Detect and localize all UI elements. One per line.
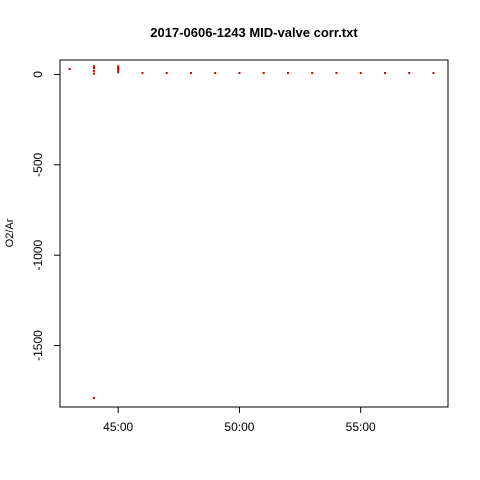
y-axis: 0 -500 -1000 -1500 (31, 71, 60, 361)
data-point (117, 65, 120, 68)
data-point (189, 72, 192, 75)
data-point (92, 69, 95, 72)
x-tick-label: 55:00 (346, 420, 376, 434)
y-tick-label: -1500 (31, 330, 45, 361)
data-point (238, 72, 241, 75)
data-points (68, 65, 435, 399)
data-point (117, 69, 120, 72)
data-point (68, 68, 71, 71)
y-tick-label: 0 (31, 71, 45, 78)
data-point (214, 72, 217, 75)
data-point (408, 72, 411, 75)
data-point (262, 72, 265, 75)
x-tick-label: 50:00 (224, 420, 254, 434)
x-tick-label: 45:00 (103, 420, 133, 434)
data-point (335, 72, 338, 75)
y-axis-label: O2/Ar (4, 218, 16, 247)
data-point (117, 68, 120, 71)
data-point (92, 65, 95, 68)
data-point (359, 72, 362, 75)
data-point (92, 67, 95, 70)
data-point (286, 72, 289, 75)
data-point (117, 71, 120, 74)
chart-title: 2017-0606-1243 MID-valve corr.txt (150, 25, 358, 40)
data-point (311, 72, 314, 75)
plot-frame (59, 59, 449, 408)
y-tick-label: -1000 (31, 240, 45, 271)
data-point (92, 396, 95, 399)
data-point (383, 72, 386, 75)
data-point (141, 72, 144, 75)
data-point (432, 72, 435, 75)
data-point (117, 66, 120, 69)
data-point (165, 72, 168, 75)
data-point (92, 72, 95, 75)
y-tick-label: -500 (31, 152, 45, 176)
x-axis: 45:00 50:00 55:00 (103, 407, 376, 434)
